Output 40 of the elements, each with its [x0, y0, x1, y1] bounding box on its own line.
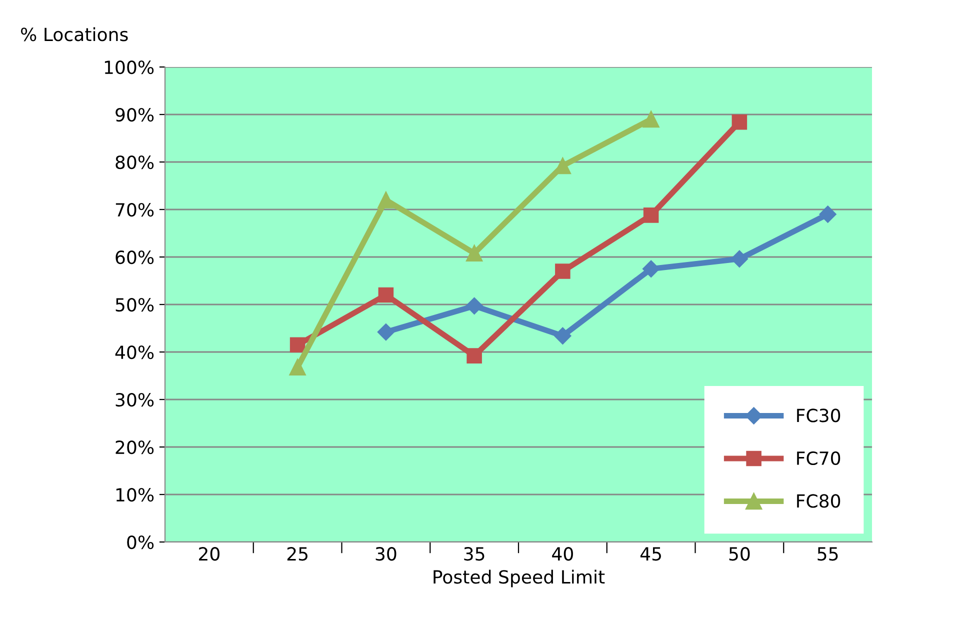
y-tick-label: 0% — [127, 535, 154, 550]
point — [466, 297, 483, 314]
y-tick-label: 90% — [116, 108, 154, 122]
y-tick-label: 50% — [116, 298, 154, 312]
x-tick-label: 55 — [818, 547, 838, 561]
point — [377, 324, 394, 341]
point — [466, 244, 483, 262]
y-tick-label: 10% — [116, 488, 154, 502]
point — [466, 348, 482, 364]
x-tick-label: 40 — [552, 547, 573, 561]
point — [378, 287, 394, 303]
x-tick-label: 50 — [729, 547, 750, 561]
point — [642, 260, 660, 278]
point — [555, 264, 570, 279]
x-tick-label: 35 — [464, 547, 484, 561]
legend-label: FC70 — [797, 451, 840, 466]
x-tick-label: 30 — [376, 547, 396, 561]
y-tick-label: 60% — [116, 250, 154, 264]
legend-label: FC80 — [797, 494, 840, 508]
point — [290, 337, 306, 353]
y-axis-title: % Locations — [20, 27, 128, 42]
point — [819, 206, 836, 223]
y-tick-label: 70% — [116, 202, 154, 217]
x-axis-title: Posted Speed Limit — [434, 570, 605, 588]
point — [730, 250, 748, 268]
x-tick-label: 25 — [287, 547, 308, 561]
legend-label: FC30 — [797, 408, 840, 422]
point — [643, 208, 659, 223]
y-tick-label: 80% — [116, 155, 154, 170]
x-tick-label: 45 — [640, 547, 661, 561]
y-tick-label: 30% — [116, 392, 154, 407]
y-tick-label: 100% — [104, 60, 154, 74]
point — [289, 358, 306, 376]
point — [642, 110, 660, 128]
point — [554, 327, 572, 344]
y-tick-label: 40% — [115, 345, 154, 360]
point — [732, 114, 748, 130]
point — [378, 192, 394, 208]
y-tick-label: 20% — [116, 440, 154, 454]
x-tick-label: 20 — [199, 547, 220, 561]
